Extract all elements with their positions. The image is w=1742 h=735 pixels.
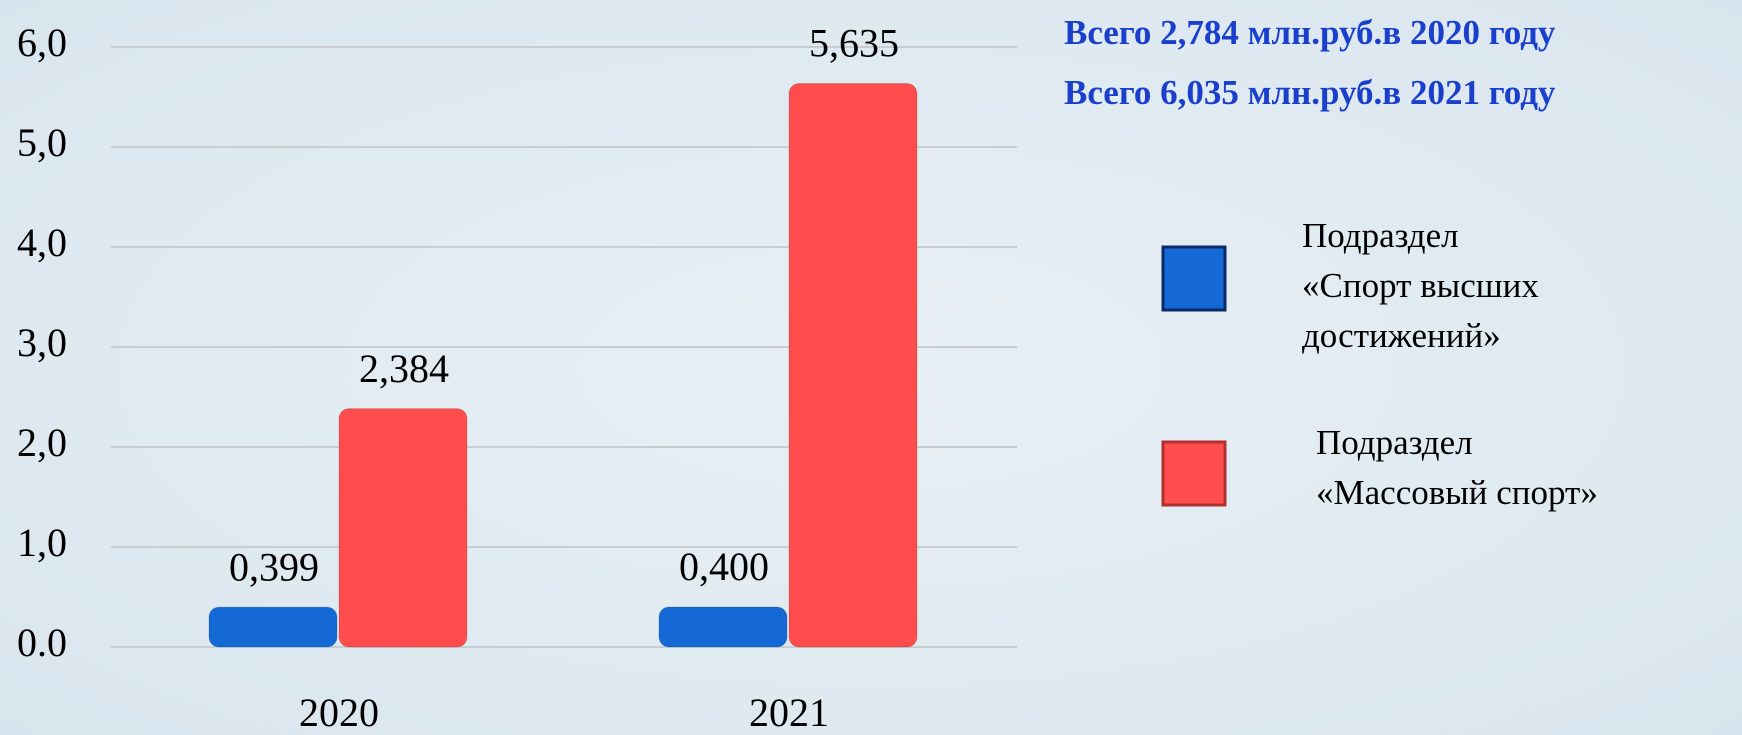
value-label: 2,384	[359, 346, 449, 391]
y-tick-label: 0.0	[17, 620, 67, 665]
legend-label: Подраздел «Массовый спорт»	[1316, 423, 1598, 512]
y-tick-label: 3,0	[17, 320, 67, 365]
annotation: Всего 6,035 млн.руб.в 2021 году	[1064, 73, 1556, 112]
annotation: Всего 2,784 млн.руб.в 2020 году	[1064, 13, 1556, 52]
y-tick-label: 5,0	[17, 120, 67, 165]
bar	[338, 408, 468, 648]
legend-swatch	[1161, 440, 1227, 507]
y-tick-label: 1,0	[17, 520, 67, 565]
value-label: 5,635	[809, 21, 899, 66]
x-tick-label: 2020	[299, 690, 379, 735]
bar	[658, 606, 788, 648]
y-tick-label: 6,0	[17, 20, 67, 65]
value-label: 0,400	[679, 544, 769, 589]
x-tick-label: 2021	[749, 690, 829, 735]
value-label: 0,399	[229, 544, 319, 589]
legend-label: Подраздел «Спорт высших достижений»	[1302, 216, 1539, 355]
legend-swatch	[1161, 245, 1227, 312]
y-tick-label: 4,0	[17, 220, 67, 265]
bar	[208, 606, 338, 648]
bar	[788, 83, 918, 648]
y-tick-label: 2,0	[17, 420, 67, 465]
